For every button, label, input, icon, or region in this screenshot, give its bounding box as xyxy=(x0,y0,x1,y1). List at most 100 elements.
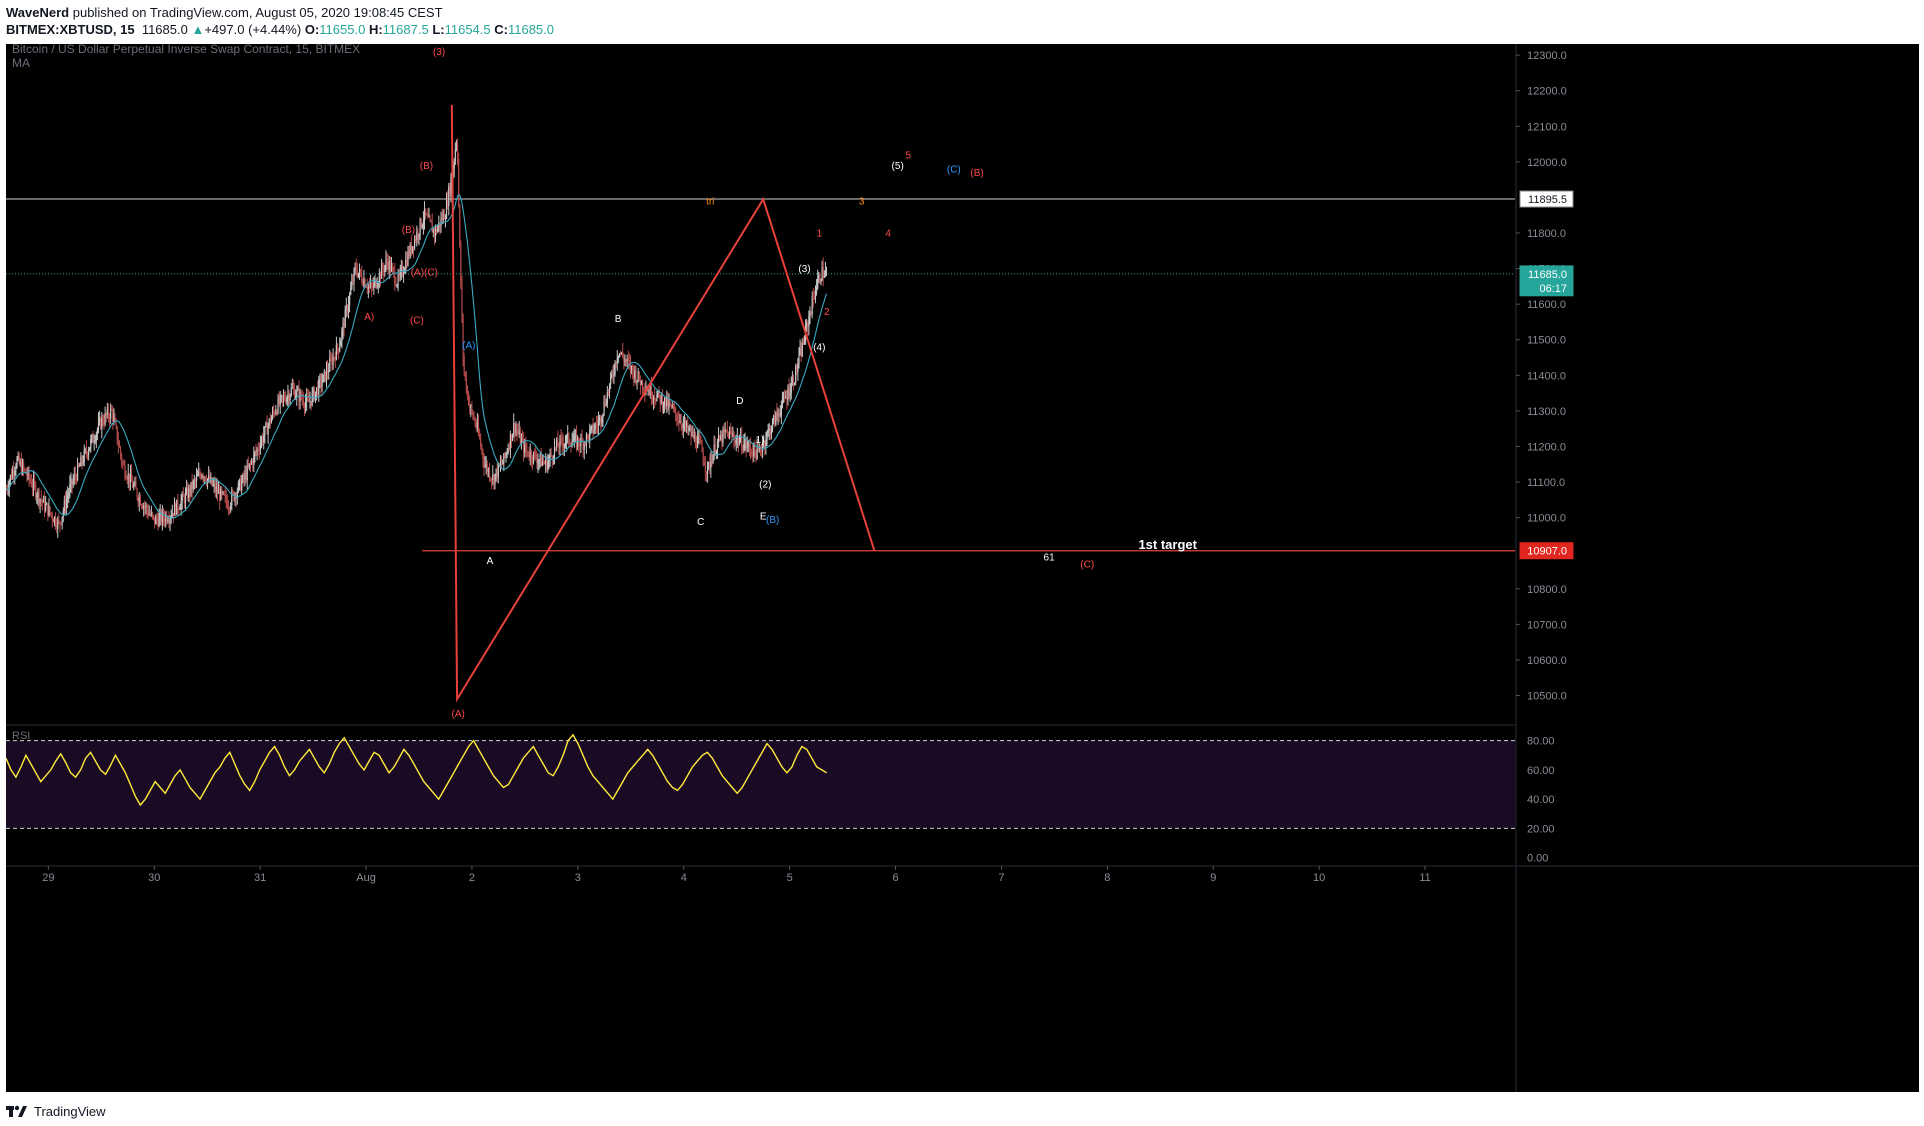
wave-label[interactable]: C xyxy=(697,517,704,528)
x-tick-label: 3 xyxy=(575,872,581,884)
candle-body xyxy=(268,418,270,426)
price-tag-box xyxy=(1519,542,1574,560)
candle-body xyxy=(257,448,259,451)
wave-label[interactable]: (4) xyxy=(813,342,825,353)
candle-body xyxy=(281,395,284,398)
candle-body xyxy=(516,429,518,432)
wave-label[interactable]: (C) xyxy=(410,316,424,327)
wave-label[interactable]: (5) xyxy=(892,161,904,172)
wave-label[interactable]: (B) xyxy=(420,161,433,172)
candle-body xyxy=(507,448,509,453)
candle-body xyxy=(549,453,551,459)
candle-body xyxy=(800,348,802,357)
candle-body xyxy=(785,396,787,399)
candle-body xyxy=(661,395,664,408)
candle-body xyxy=(717,435,720,443)
brand-name[interactable]: TradingView xyxy=(34,1103,106,1119)
candle-body xyxy=(330,359,332,361)
candle-body xyxy=(61,516,63,524)
candle-body xyxy=(226,501,228,509)
candle-body xyxy=(68,492,70,497)
candle-body xyxy=(591,425,593,427)
candle-body xyxy=(624,360,626,362)
wave-label[interactable]: (A) xyxy=(462,341,475,352)
chart-canvas[interactable]: Bitcoin / US Dollar Perpetual Inverse Sw… xyxy=(6,44,1919,1092)
candle-body xyxy=(513,423,515,435)
candle-body xyxy=(732,435,734,437)
wave-label[interactable]: (2) xyxy=(759,479,771,490)
wave-label[interactable]: 61 xyxy=(1044,552,1056,563)
candle-body xyxy=(635,370,637,383)
wave-label[interactable]: 4 xyxy=(885,229,891,240)
candle-body xyxy=(270,417,273,424)
wave-label[interactable]: (C) xyxy=(947,165,961,176)
chart-header: WaveNerd published on TradingView.com, A… xyxy=(6,4,554,38)
candle-body xyxy=(726,430,728,432)
candle-body xyxy=(691,431,693,436)
wave-label[interactable]: (3) xyxy=(798,264,810,275)
candle-body xyxy=(125,476,127,479)
candle-body xyxy=(481,446,483,451)
wave-label[interactable]: D xyxy=(736,396,743,407)
candle-body xyxy=(786,396,788,401)
candle-body xyxy=(757,446,759,450)
wave-label[interactable]: 1 xyxy=(817,229,823,240)
candle-body xyxy=(410,244,412,253)
candle-body xyxy=(50,512,52,515)
candle-body xyxy=(689,428,691,430)
candle-body xyxy=(447,200,449,207)
wave-label[interactable]: 1st target xyxy=(1138,537,1197,552)
wave-label[interactable]: E xyxy=(760,511,767,522)
candle-body xyxy=(747,442,749,447)
wave-label[interactable]: B xyxy=(615,314,622,325)
candle-body xyxy=(593,429,595,433)
y-tick-label: 12100.0 xyxy=(1527,121,1567,133)
candle-body xyxy=(112,409,114,421)
candle-body xyxy=(159,511,161,517)
candle-body xyxy=(269,418,271,424)
candle-body xyxy=(340,340,342,347)
author-name[interactable]: WaveNerd xyxy=(6,5,70,20)
wave-label[interactable]: (B) xyxy=(766,515,779,526)
candle-body xyxy=(86,452,89,456)
wave-label[interactable]: (C) xyxy=(1080,559,1094,570)
wave-label[interactable]: (3) xyxy=(433,47,445,58)
candle-body xyxy=(335,344,338,360)
candle-body xyxy=(54,516,57,526)
y-tick-label: 10800.0 xyxy=(1527,584,1567,596)
wave-label[interactable]: A xyxy=(487,556,494,567)
candle-body xyxy=(564,442,567,445)
wave-label[interactable]: (B) xyxy=(970,168,983,179)
wave-label[interactable]: 3 xyxy=(859,197,865,208)
wave-label[interactable]: tri xyxy=(706,197,714,208)
candle-body xyxy=(809,314,811,317)
candle-body xyxy=(767,430,769,433)
candle-body xyxy=(74,474,76,477)
wave-label[interactable]: (A)(C) xyxy=(411,268,438,279)
candle-body xyxy=(463,356,465,373)
candle-body xyxy=(823,275,825,278)
wave-label[interactable]: 5 xyxy=(905,150,911,161)
candle-body xyxy=(369,284,372,287)
candle-body xyxy=(588,434,590,441)
wave-label[interactable]: 1) xyxy=(756,435,765,446)
candle-body xyxy=(318,379,320,395)
wave-label[interactable]: (A) xyxy=(452,709,465,720)
chart-svg[interactable]: Bitcoin / US Dollar Perpetual Inverse Sw… xyxy=(6,44,1919,1092)
high-value: 11687.5 xyxy=(382,22,429,37)
candle-body xyxy=(629,361,632,371)
wave-label[interactable]: A) xyxy=(364,312,374,323)
tradingview-logo-icon[interactable] xyxy=(6,1104,28,1118)
candle-body xyxy=(314,391,317,400)
candle-body xyxy=(243,474,245,479)
candle-body xyxy=(94,440,96,442)
candle-body xyxy=(448,186,450,207)
candle-body xyxy=(622,352,624,357)
candle-body xyxy=(469,404,471,408)
candle-body xyxy=(462,314,464,357)
candle-body xyxy=(34,479,36,485)
wave-label[interactable]: 2 xyxy=(824,307,830,318)
wave-label[interactable]: (B) xyxy=(402,225,415,236)
candle-body xyxy=(101,417,103,429)
close-label: C: xyxy=(494,22,508,37)
